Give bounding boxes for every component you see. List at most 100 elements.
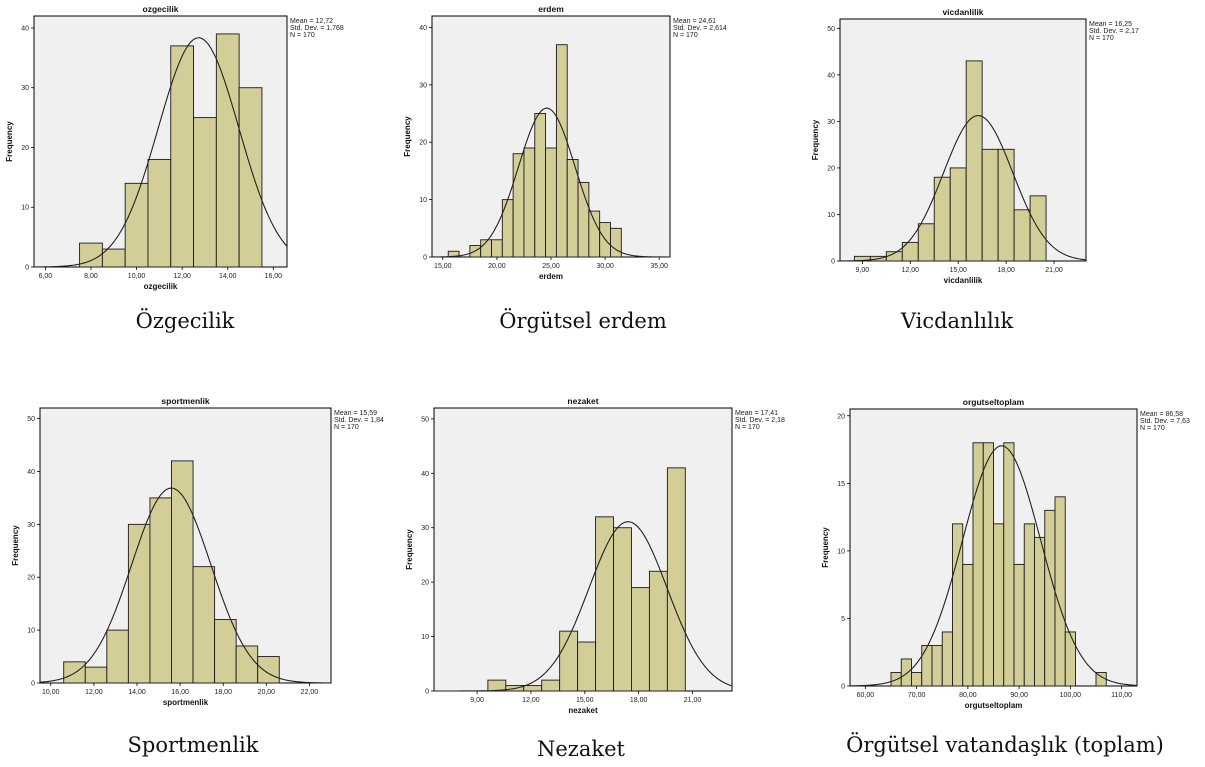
x-tick-label: 16,00 (171, 689, 189, 696)
x-tick-label: 6,00 (39, 273, 53, 280)
stat-line: N = 170 (1140, 425, 1165, 432)
y-tick-label: 10 (827, 212, 835, 219)
histogram-bar (559, 630, 579, 692)
histogram-bar (1013, 209, 1031, 262)
histogram-bar (941, 631, 953, 687)
x-tick-label: 10,00 (128, 273, 146, 280)
histogram-bar (931, 645, 943, 687)
stat-line: Mean = 17,41 (735, 410, 778, 417)
histogram-bar (648, 570, 668, 692)
x-tick-label: 30,00 (596, 263, 614, 270)
histogram-bar (257, 656, 280, 684)
y-tick-label: 50 (827, 26, 835, 33)
histogram-bar (193, 117, 217, 268)
histogram-bar (523, 147, 536, 258)
histogram-bar (613, 527, 632, 692)
x-tick-label: 12,00 (902, 267, 920, 274)
x-tick-label: 100,00 (1060, 692, 1082, 699)
stat-line: N = 170 (290, 32, 315, 39)
x-tick-label: 20,00 (258, 689, 276, 696)
stat-line: Std. Dev. = 2,614 (673, 25, 727, 32)
histogram-bar (595, 516, 614, 692)
chart-title: erdem (538, 4, 564, 14)
histogram-ozgecilik: 0 10 20 30 40 6,00 8,00 10,00 12,00 14,00 16,00 ozg… (4, 2, 367, 293)
histogram-sportmenlik: 0 10 20 30 40 50 10,00 12,00 14,00 16,00 18,00 20,0… (10, 394, 411, 709)
x-tick-label: 15,00 (434, 263, 452, 270)
x-axis-label: vicdanlilik (944, 276, 983, 285)
histogram-bar (982, 442, 994, 687)
caption-vicdanlilik: Vicdanlılık (900, 309, 1014, 333)
x-tick-label: 25,00 (542, 263, 560, 270)
x-axis-label: ozgecilik (144, 282, 178, 291)
histogram-bar (981, 148, 999, 262)
histogram-bar (631, 587, 650, 692)
chart-title: ozgecilik (143, 4, 179, 14)
histogram-bar (541, 679, 561, 692)
histogram-bar (534, 113, 547, 258)
y-tick-label: 40 (421, 471, 429, 478)
x-tick-label: 16,00 (265, 273, 283, 280)
histogram-orgutseltoplam: 0 5 10 15 20 60,00 70,00 80,00 90,00 100,00 110,00… (820, 395, 1205, 712)
histogram-bar (1003, 442, 1015, 687)
y-tick-label: 30 (827, 119, 835, 126)
caption-orgutsel-erdem: Örgütsel erdem (499, 309, 667, 333)
stat-line: Mean = 16,25 (1089, 21, 1132, 28)
histogram-bar (192, 566, 216, 684)
histogram-bar (666, 467, 686, 692)
x-tick-label: 9,00 (856, 267, 870, 274)
histogram-bar (214, 619, 237, 684)
x-axis-label: nezaket (568, 706, 598, 715)
chart-svg: 0 10 20 30 40 50 9,00 12,00 15,00 18,00 21,00 nezak… (405, 396, 785, 715)
normal-curve (434, 521, 733, 692)
histogram-bar (555, 44, 568, 258)
histogram-bar (238, 87, 263, 268)
normal-curve (33, 37, 288, 268)
x-tick-label: 12,00 (173, 273, 191, 280)
x-tick-label: 110,00 (1111, 692, 1132, 699)
histogram-nezaket: 0 10 20 30 40 50 9,00 12,00 15,00 18,00 21,00 nezak… (404, 394, 812, 717)
y-tick-label: 0 (831, 259, 835, 266)
y-tick-label: 50 (27, 416, 35, 423)
y-tick-label: 0 (423, 255, 427, 262)
histogram-bar (170, 45, 194, 268)
y-tick-label: 40 (419, 25, 427, 32)
x-tick-label: 60,00 (857, 692, 875, 699)
stat-line: Std. Dev. = 1,84 (334, 417, 384, 424)
histogram-erdem: 0 10 20 30 40 15,00 20,00 25,00 30,00 35,00 erdem e… (402, 2, 750, 283)
chart-svg: 0 5 10 15 20 60,00 70,00 80,00 90,00 100,00 110,00… (821, 397, 1190, 710)
y-tick-label: 0 (25, 265, 29, 272)
stat-line: Std. Dev. = 2,18 (735, 417, 785, 424)
histogram-bar (84, 666, 108, 684)
histogram-bar (997, 148, 1015, 262)
y-tick-label: 40 (827, 72, 835, 79)
stat-line: Std. Dev. = 7,63 (1140, 418, 1190, 425)
x-tick-label: 21,00 (684, 697, 702, 704)
histogram-bar (921, 645, 933, 687)
stat-line: N = 170 (735, 424, 760, 431)
y-tick-label: 20 (827, 165, 835, 172)
histogram-bar (566, 159, 579, 258)
x-tick-label: 12,00 (85, 689, 103, 696)
y-tick-label: 0 (841, 684, 845, 691)
histogram-bar (1044, 509, 1056, 687)
histogram-bar (171, 460, 194, 684)
y-axis-label: Frequency (5, 121, 14, 162)
chart-svg: 0 10 20 30 40 6,00 8,00 10,00 12,00 14,00 16,00 ozg… (5, 4, 344, 291)
histogram-bar (972, 442, 984, 687)
y-tick-label: 10 (27, 628, 35, 635)
x-tick-label: 18,00 (630, 697, 648, 704)
stat-line: N = 170 (334, 424, 359, 431)
x-tick-label: 14,00 (128, 689, 146, 696)
y-tick-label: 10 (421, 634, 429, 641)
chart-title: orgutseltoplam (963, 397, 1025, 407)
x-tick-label: 20,00 (488, 263, 506, 270)
histogram-vicdanlilik: 0 10 20 30 40 50 9,00 12,00 15,00 18,00 21,00 vicda… (810, 5, 1166, 287)
y-axis-label: Frequency (11, 525, 20, 566)
histogram-bar (149, 497, 172, 684)
histogram-bar (911, 672, 923, 687)
y-tick-label: 30 (21, 85, 29, 92)
stat-line: Mean = 15,59 (334, 410, 377, 417)
histogram-bar (1064, 631, 1076, 687)
normal-curve (849, 445, 1138, 687)
histogram-bar (1034, 536, 1046, 687)
